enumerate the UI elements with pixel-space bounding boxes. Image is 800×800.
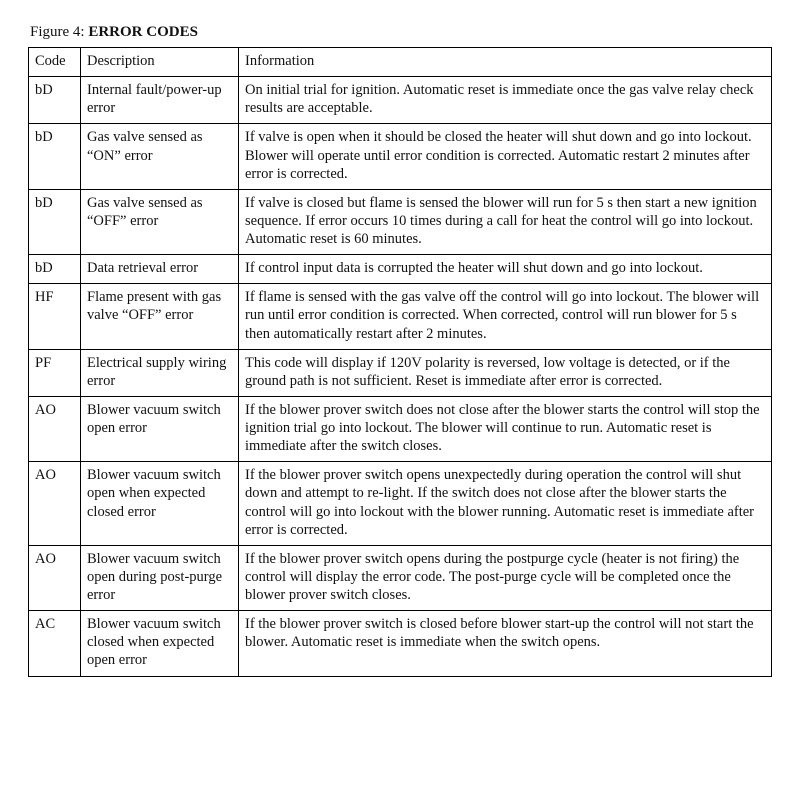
table-row: PFElectrical supply wiring errorThis cod… xyxy=(29,349,772,396)
cell-description: Blower vacuum switch open during post-pu… xyxy=(81,545,239,610)
cell-information: If the blower prover switch does not clo… xyxy=(239,396,772,461)
table-row: ACBlower vacuum switch closed when expec… xyxy=(29,611,772,676)
error-codes-table: Code Description Information bDInternal … xyxy=(28,47,772,677)
cell-description: Blower vacuum switch closed when expecte… xyxy=(81,611,239,676)
header-description: Description xyxy=(81,48,239,77)
cell-code: bD xyxy=(29,124,81,189)
cell-code: HF xyxy=(29,284,81,349)
cell-information: If valve is closed but flame is sensed t… xyxy=(239,189,772,254)
cell-description: Gas valve sensed as “OFF” error xyxy=(81,189,239,254)
figure-caption: Figure 4: ERROR CODES xyxy=(30,24,772,41)
cell-code: bD xyxy=(29,255,81,284)
cell-information: If the blower prover switch opens unexpe… xyxy=(239,462,772,546)
figure-title: ERROR CODES xyxy=(88,24,198,40)
cell-description: Data retrieval error xyxy=(81,255,239,284)
table-header-row: Code Description Information xyxy=(29,48,772,77)
table-row: AOBlower vacuum switch open errorIf the … xyxy=(29,396,772,461)
header-information: Information xyxy=(239,48,772,77)
cell-information: If control input data is corrupted the h… xyxy=(239,255,772,284)
table-row: bDData retrieval errorIf control input d… xyxy=(29,255,772,284)
figure-prefix: Figure 4: xyxy=(30,24,88,40)
cell-description: Flame present with gas valve “OFF” error xyxy=(81,284,239,349)
cell-description: Blower vacuum switch open when expected … xyxy=(81,462,239,546)
cell-description: Gas valve sensed as “ON” error xyxy=(81,124,239,189)
table-row: bDInternal fault/power-up errorOn initia… xyxy=(29,77,772,124)
cell-code: AC xyxy=(29,611,81,676)
table-row: AOBlower vacuum switch open when expecte… xyxy=(29,462,772,546)
cell-information: On initial trial for ignition. Automatic… xyxy=(239,77,772,124)
cell-information: If the blower prover switch is closed be… xyxy=(239,611,772,676)
cell-code: PF xyxy=(29,349,81,396)
cell-information: If valve is open when it should be close… xyxy=(239,124,772,189)
cell-code: AO xyxy=(29,396,81,461)
cell-information: If flame is sensed with the gas valve of… xyxy=(239,284,772,349)
cell-information: If the blower prover switch opens during… xyxy=(239,545,772,610)
cell-description: Blower vacuum switch open error xyxy=(81,396,239,461)
cell-code: bD xyxy=(29,189,81,254)
cell-description: Internal fault/power-up error xyxy=(81,77,239,124)
cell-code: AO xyxy=(29,545,81,610)
cell-description: Electrical supply wiring error xyxy=(81,349,239,396)
cell-code: bD xyxy=(29,77,81,124)
table-row: bDGas valve sensed as “OFF” errorIf valv… xyxy=(29,189,772,254)
header-code: Code xyxy=(29,48,81,77)
table-row: HFFlame present with gas valve “OFF” err… xyxy=(29,284,772,349)
cell-information: This code will display if 120V polarity … xyxy=(239,349,772,396)
cell-code: AO xyxy=(29,462,81,546)
table-row: AOBlower vacuum switch open during post-… xyxy=(29,545,772,610)
table-row: bDGas valve sensed as “ON” errorIf valve… xyxy=(29,124,772,189)
